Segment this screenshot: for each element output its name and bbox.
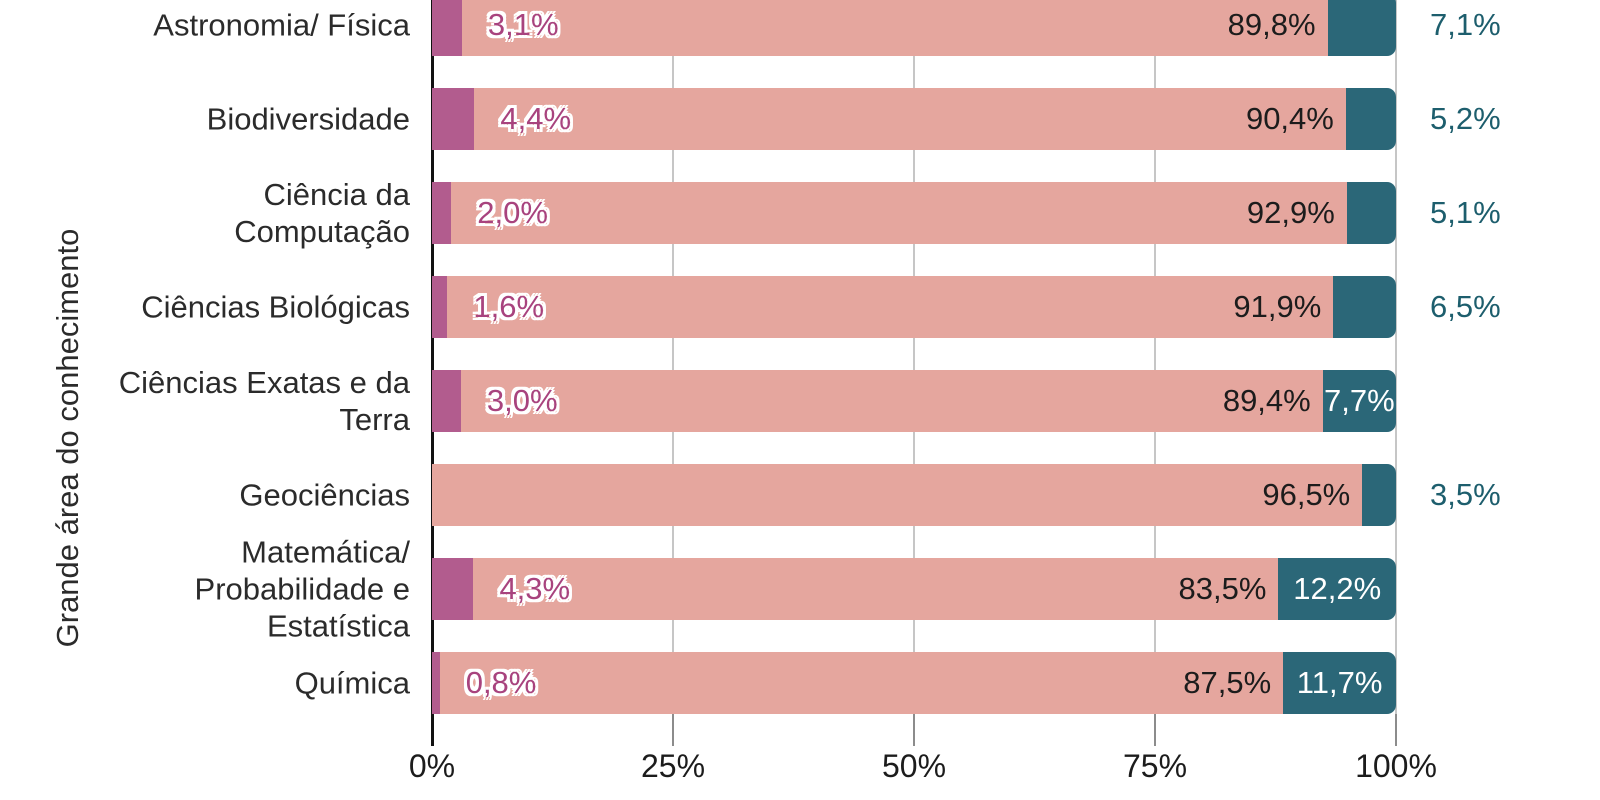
- bar-segment-last: [1327, 0, 1396, 56]
- segment-label-last: 5,1%: [1430, 195, 1501, 230]
- x-tick-label: 0%: [408, 748, 456, 784]
- category-label: Matemática/ Probabilidade e Estatística: [194, 534, 410, 644]
- bar-segment-middle: [447, 276, 1334, 338]
- tick-mark: [1154, 714, 1156, 746]
- category-label: Química: [294, 665, 410, 701]
- segment-label-first: 4,4%: [500, 101, 572, 136]
- x-tick-label: 100%: [1355, 748, 1437, 784]
- segment-label-first: 2,0%: [477, 195, 548, 230]
- x-tick-label: 75%: [1122, 748, 1188, 784]
- segment-label-first: 1,6%: [473, 289, 545, 324]
- gridline: [1395, 0, 1397, 714]
- tick-mark: [1395, 714, 1397, 746]
- segment-label-last: 3,5%: [1430, 477, 1501, 512]
- bar-segment-last: [1278, 558, 1396, 620]
- segment-label-middle: 96,5%: [1262, 477, 1351, 512]
- bar-segment-middle: [451, 182, 1347, 244]
- bar-segment-middle: [473, 558, 1279, 620]
- bar-segment-middle: [439, 652, 1284, 714]
- segment-label-middle: 91,9%: [1233, 289, 1322, 324]
- category-label: Ciências Exatas e da Terra: [118, 365, 410, 437]
- bar-segment-first: [432, 182, 452, 244]
- segment-label-middle: 87,5%: [1183, 665, 1272, 700]
- tick-mark: [913, 714, 915, 746]
- bar-segment-first: [432, 88, 475, 150]
- segment-label-middle: 83,5%: [1178, 571, 1267, 606]
- segment-label-first: 3,1%: [487, 7, 559, 42]
- bar-row: 3,0% 89,4% 7,7%: [432, 370, 1396, 432]
- segment-label-last: 11,7%: [1296, 665, 1383, 700]
- category-label: Ciências Biológicas: [141, 289, 410, 325]
- segment-label-last: 6,5%: [1430, 289, 1501, 324]
- bar-segment-first: [432, 652, 440, 714]
- bar-segment-first: [432, 0, 462, 56]
- category-label: Ciência da Computação: [234, 177, 410, 249]
- category-label: Geociências: [239, 477, 410, 513]
- bar-segment-first: [432, 276, 448, 338]
- x-tick-label: 25%: [640, 748, 706, 784]
- gridline: [913, 0, 915, 714]
- segment-label-last: 5,2%: [1430, 101, 1501, 136]
- category-label: Astronomia/ Física: [153, 7, 410, 43]
- bar-segment-last: [1345, 88, 1396, 150]
- segment-label-first: 3,0%: [486, 383, 558, 418]
- segment-label-last: 12,2%: [1293, 571, 1382, 606]
- segment-label-first: 0,8%: [465, 665, 537, 700]
- segment-label-last: 7,7%: [1324, 383, 1395, 418]
- segment-label-middle: 92,9%: [1246, 195, 1335, 230]
- bar-segment-middle: [460, 370, 1323, 432]
- bar-segment-last: [1362, 464, 1396, 526]
- bar-row: 3,1% 89,8% 7,1%: [432, 0, 1501, 56]
- bar-segment-first: [432, 558, 474, 620]
- segment-label-middle: 89,8%: [1227, 7, 1316, 42]
- bar-row: 4,3% 83,5% 12,2%: [432, 558, 1396, 620]
- y-axis-title: Grande área do conhecimento: [50, 228, 85, 648]
- bar-segment-middle: [432, 464, 1363, 526]
- bar-segment-first: [432, 370, 461, 432]
- bar-row: 4,4% 90,4% 5,2%: [432, 88, 1501, 150]
- segment-label-first: 4,3%: [499, 571, 571, 606]
- bar-segment-middle: [461, 0, 1328, 56]
- bar-segment-middle: [474, 88, 1346, 150]
- bar-segment-last: [1346, 182, 1396, 244]
- segment-label-middle: 90,4%: [1245, 101, 1334, 136]
- gridline: [1154, 0, 1156, 714]
- category-label: Biodiversidade: [206, 101, 410, 137]
- x-tick-label: 50%: [881, 748, 947, 784]
- segment-label-middle: 89,4%: [1222, 383, 1311, 418]
- bar-row: 1,6% 91,9% 6,5%: [432, 276, 1501, 338]
- bar-row: 0,8% 87,5% 11,7%: [432, 652, 1396, 714]
- bar-segment-last: [1283, 652, 1396, 714]
- tick-mark: [672, 714, 674, 746]
- bar-row: 2,0% 92,9% 5,1%: [432, 182, 1501, 244]
- bar-segment-last: [1333, 276, 1396, 338]
- bar-row: 96,5% 3,5%: [432, 464, 1501, 526]
- gridline: [672, 0, 674, 714]
- bar-segment-last: [1322, 370, 1396, 432]
- segment-label-last: 7,1%: [1430, 7, 1501, 42]
